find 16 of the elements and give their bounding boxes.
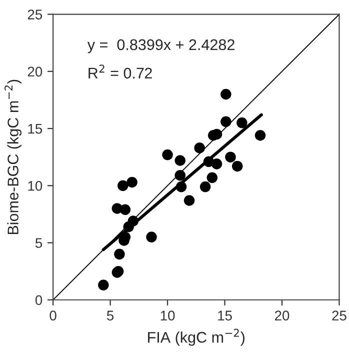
y-tick-label: 20 — [28, 66, 42, 77]
y-tick-label: 15 — [28, 124, 42, 134]
annotation: R$^{2}$ = 0.72 — [88, 64, 152, 79]
x-tick-label: 15 — [218, 310, 232, 320]
y-tick-label: 5 — [35, 238, 42, 248]
x-tick-label: 5 — [106, 310, 114, 320]
x-axis-title: FIA (kgC m$^{−2}$) — [148, 328, 244, 346]
y-tick-label: 25 — [28, 10, 42, 20]
y-tick-label: 10 — [28, 180, 42, 191]
annotation: y = 0.8399x + 2.4282 — [87, 39, 234, 54]
x-tick-label: 10 — [160, 310, 175, 320]
y-axis-title: Biome-BGC (kgC m$^{−2}$) — [4, 80, 22, 234]
y-tick-label: 0 — [35, 295, 42, 306]
x-tick-label: 0 — [50, 310, 56, 320]
x-tick-label: 20 — [274, 310, 290, 320]
x-tick-label: 25 — [332, 310, 346, 320]
